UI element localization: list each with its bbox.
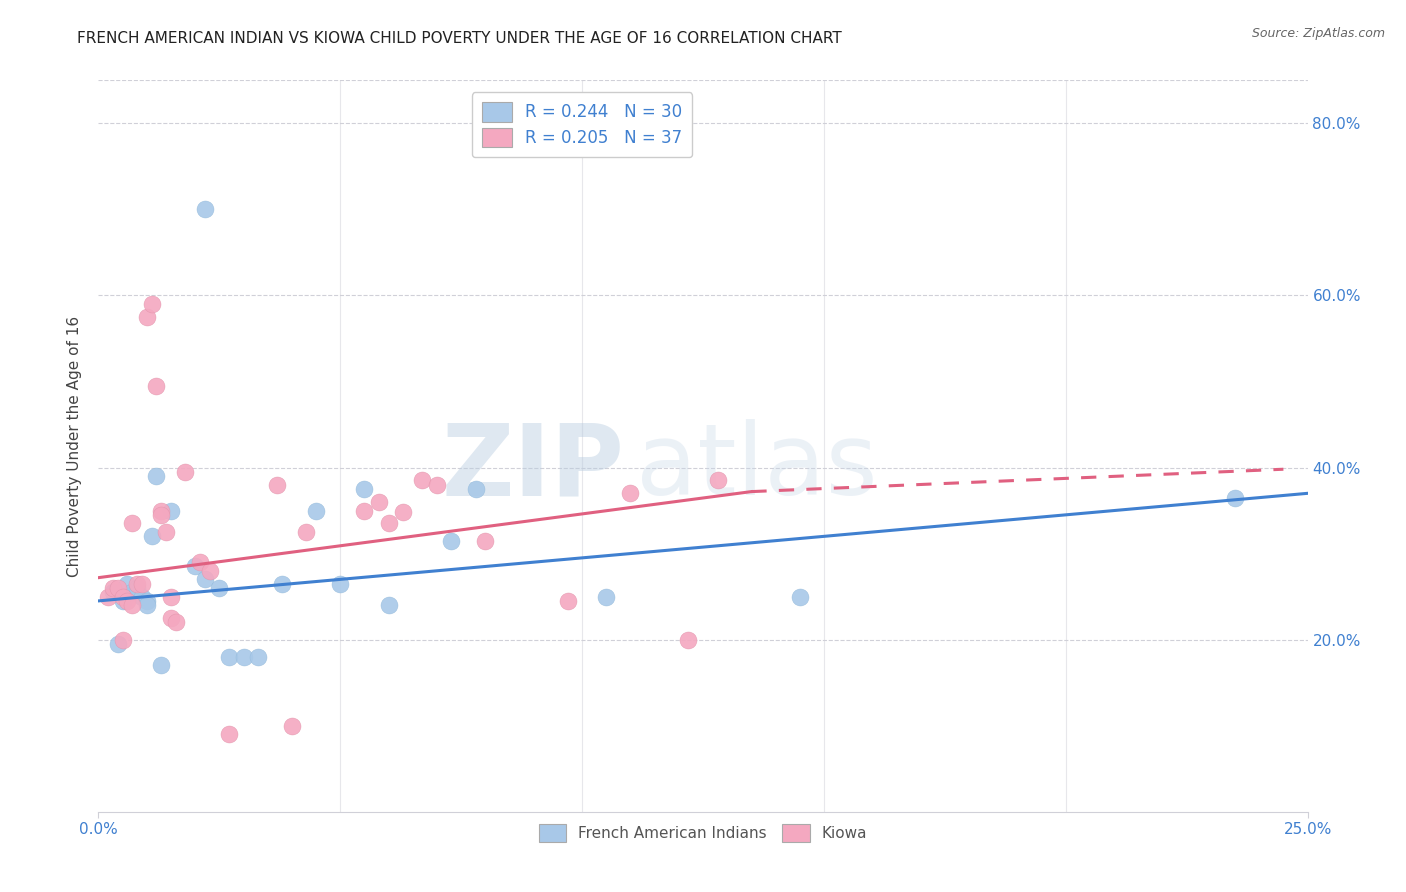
Point	[377, 598, 399, 612]
Point	[1223, 491, 1246, 505]
Point	[117, 576, 139, 591]
Y-axis label: Child Poverty Under the Age of 16: Child Poverty Under the Age of 16	[67, 316, 83, 576]
Point	[411, 474, 433, 488]
Point	[426, 477, 449, 491]
Point	[329, 576, 352, 591]
Point	[107, 637, 129, 651]
Text: ZIP: ZIP	[441, 419, 624, 516]
Point	[271, 576, 294, 591]
Point	[97, 590, 120, 604]
Point	[135, 598, 157, 612]
Point	[107, 581, 129, 595]
Point	[392, 505, 415, 519]
Point	[141, 297, 163, 311]
Point	[111, 594, 134, 608]
Point	[127, 581, 149, 595]
Point	[141, 529, 163, 543]
Point	[557, 594, 579, 608]
Point	[305, 503, 328, 517]
Point	[150, 503, 173, 517]
Point	[131, 590, 153, 604]
Point	[145, 378, 167, 392]
Point	[111, 632, 134, 647]
Point	[174, 465, 197, 479]
Point	[194, 202, 217, 217]
Point	[121, 585, 143, 599]
Text: atlas: atlas	[637, 419, 879, 516]
Point	[101, 585, 124, 599]
Point	[111, 590, 134, 604]
Point	[135, 310, 157, 324]
Point	[160, 590, 183, 604]
Point	[474, 533, 496, 548]
Point	[155, 524, 177, 539]
Point	[198, 564, 221, 578]
Point	[150, 658, 173, 673]
Point	[165, 615, 187, 630]
Point	[145, 469, 167, 483]
Point	[127, 576, 149, 591]
Point	[121, 598, 143, 612]
Point	[160, 503, 183, 517]
Point	[218, 727, 240, 741]
Point	[281, 719, 304, 733]
Point	[160, 611, 183, 625]
Point	[188, 555, 211, 569]
Point	[295, 524, 318, 539]
Text: FRENCH AMERICAN INDIAN VS KIOWA CHILD POVERTY UNDER THE AGE OF 16 CORRELATION CH: FRENCH AMERICAN INDIAN VS KIOWA CHILD PO…	[77, 31, 842, 46]
Point	[353, 503, 375, 517]
Point	[150, 508, 173, 522]
Point	[464, 482, 486, 496]
Point	[619, 486, 641, 500]
Point	[194, 573, 217, 587]
Point	[377, 516, 399, 531]
Point	[135, 594, 157, 608]
Point	[218, 649, 240, 664]
Point	[353, 482, 375, 496]
Point	[789, 590, 811, 604]
Point	[440, 533, 463, 548]
Point	[368, 495, 391, 509]
Point	[101, 581, 124, 595]
Point	[131, 576, 153, 591]
Point	[247, 649, 270, 664]
Point	[117, 594, 139, 608]
Point	[266, 477, 288, 491]
Point	[232, 649, 254, 664]
Point	[706, 474, 728, 488]
Point	[208, 581, 231, 595]
Point	[121, 516, 143, 531]
Text: Source: ZipAtlas.com: Source: ZipAtlas.com	[1251, 27, 1385, 40]
Legend: French American Indians, Kiowa: French American Indians, Kiowa	[533, 818, 873, 848]
Point	[678, 632, 700, 647]
Point	[184, 559, 207, 574]
Point	[595, 590, 617, 604]
